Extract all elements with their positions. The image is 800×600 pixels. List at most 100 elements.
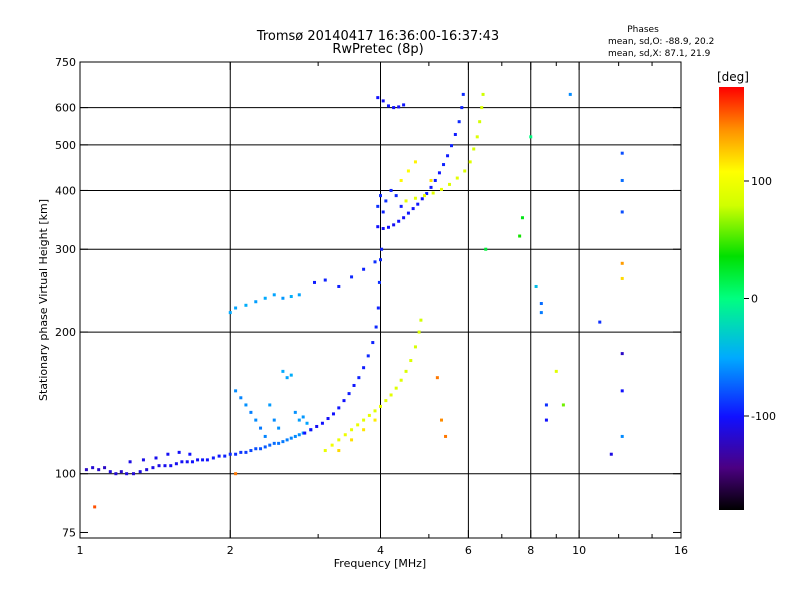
- data-point: [397, 219, 401, 223]
- data-point: [305, 421, 309, 425]
- data-point: [259, 447, 263, 451]
- x-tick-label: 8: [527, 544, 534, 557]
- data-point: [371, 341, 375, 345]
- data-point: [234, 389, 238, 393]
- data-point: [177, 450, 181, 454]
- data-point: [249, 410, 253, 414]
- data-point: [234, 452, 238, 456]
- data-point: [381, 99, 385, 103]
- data-point: [362, 366, 366, 370]
- data-point: [91, 466, 95, 470]
- data-point: [125, 472, 129, 476]
- data-point: [376, 306, 380, 310]
- data-point: [411, 207, 415, 211]
- data-point: [373, 260, 377, 264]
- data-point: [437, 171, 441, 175]
- data-point: [145, 468, 149, 472]
- data-point: [196, 458, 200, 462]
- data-point: [448, 182, 452, 186]
- data-point: [440, 418, 444, 422]
- data-point: [406, 211, 410, 215]
- data-point: [457, 120, 461, 124]
- colorbar-gradient: [719, 87, 744, 510]
- data-point: [244, 403, 248, 407]
- data-point: [315, 424, 319, 428]
- y-tick-label: 600: [55, 102, 76, 115]
- phase-box-title: Phases: [627, 25, 659, 35]
- x-tick-label: 10: [572, 544, 586, 557]
- data-point: [380, 247, 384, 251]
- data-point: [190, 460, 194, 464]
- y-axis: 75 100 200 300 400 500 600 750: [55, 56, 681, 539]
- data-point: [366, 354, 370, 358]
- data-point: [399, 378, 403, 382]
- data-point: [244, 450, 248, 454]
- data-point: [554, 369, 558, 373]
- y-tick-label: 500: [55, 139, 76, 152]
- y-tick-label: 750: [55, 56, 76, 69]
- data-point: [277, 441, 281, 445]
- data-point: [132, 472, 136, 476]
- data-point: [201, 458, 205, 462]
- data-point: [420, 197, 424, 201]
- data-point: [389, 393, 393, 397]
- data-point: [362, 267, 366, 271]
- data-point: [598, 320, 602, 324]
- data-point: [529, 135, 533, 139]
- data-point: [93, 505, 97, 509]
- data-point: [374, 325, 378, 329]
- data-point: [119, 470, 123, 474]
- data-point: [205, 458, 209, 462]
- data-point: [406, 169, 410, 173]
- data-point: [293, 434, 297, 438]
- data-point: [154, 456, 158, 460]
- data-point: [239, 450, 243, 454]
- data-point: [254, 418, 258, 422]
- data-point: [402, 103, 406, 107]
- data-point: [620, 178, 624, 182]
- data-point: [293, 410, 297, 414]
- data-point: [429, 178, 433, 182]
- data-point: [350, 275, 354, 279]
- data-point: [285, 376, 289, 380]
- data-point: [544, 418, 548, 422]
- colorbar-tick-label: 100: [751, 175, 772, 188]
- data-point: [166, 452, 170, 456]
- data-point: [362, 418, 366, 422]
- data-point: [350, 438, 354, 442]
- data-point: [239, 396, 243, 400]
- data-point: [103, 466, 107, 470]
- data-point: [475, 135, 479, 139]
- data-point: [259, 426, 263, 430]
- phase-box-line-x: mean, sd,X: 87.1, 21.9: [608, 49, 711, 59]
- data-point: [326, 417, 330, 421]
- x-tick-label: 6: [465, 544, 472, 557]
- data-point: [419, 318, 423, 322]
- data-point: [211, 456, 215, 460]
- data-point: [331, 412, 335, 416]
- data-points: [84, 92, 624, 509]
- data-point: [376, 96, 380, 100]
- colorbar-tick-label: 0: [751, 293, 758, 306]
- data-point: [381, 210, 385, 214]
- data-point: [481, 92, 485, 96]
- data-point: [84, 468, 88, 472]
- data-point: [357, 376, 361, 380]
- data-point: [429, 185, 433, 189]
- colorbar-ticks: 100 0 -100: [744, 175, 776, 423]
- data-point: [484, 247, 488, 251]
- data-point: [323, 449, 327, 453]
- y-tick-label: 300: [55, 243, 76, 256]
- data-point: [234, 306, 238, 310]
- data-point: [281, 369, 285, 373]
- data-point: [431, 191, 435, 195]
- data-point: [455, 176, 459, 180]
- data-point: [449, 144, 453, 148]
- data-point: [301, 415, 305, 419]
- data-point: [394, 386, 398, 390]
- data-point: [320, 421, 324, 425]
- data-point: [289, 436, 293, 440]
- data-point: [394, 194, 398, 198]
- data-point: [402, 216, 406, 220]
- data-point: [114, 472, 118, 476]
